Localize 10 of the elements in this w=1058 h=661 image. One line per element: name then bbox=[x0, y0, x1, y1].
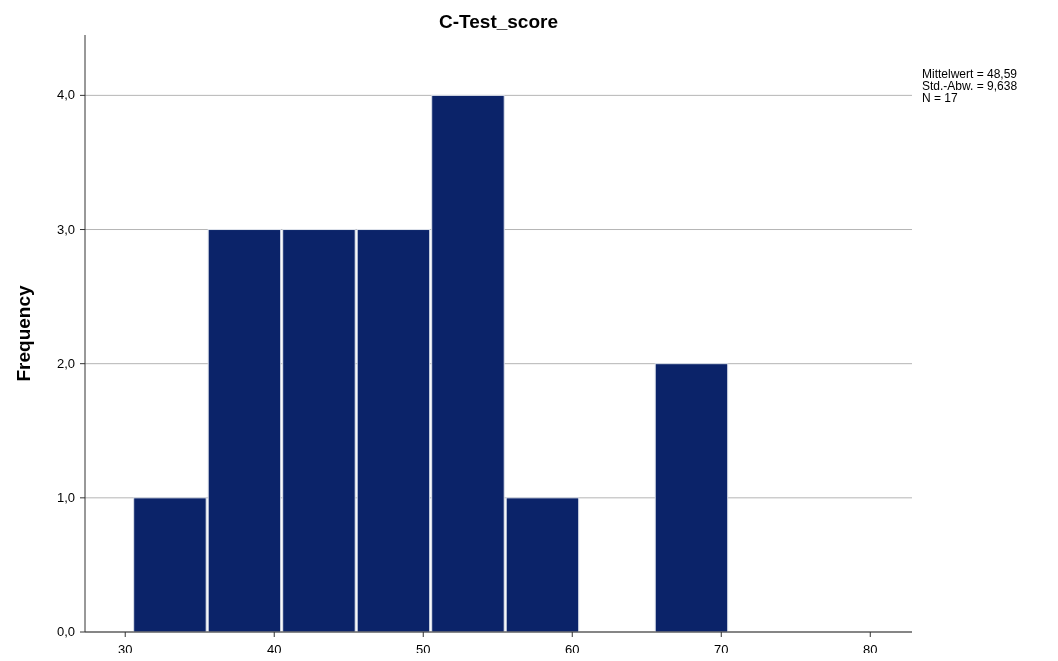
text: N = 17 bbox=[922, 91, 959, 105]
y-axis-title: Frequency bbox=[13, 285, 34, 382]
y-tick-label: 4,0 bbox=[56, 87, 75, 103]
y-tick-label: 0,0 bbox=[56, 624, 75, 639]
text: Mittelwert = 48,59 bbox=[922, 67, 1018, 81]
y-tick-label: 1,0 bbox=[56, 489, 75, 505]
y-tick-label: 3,0 bbox=[56, 221, 75, 237]
chart-title: C-Test_score bbox=[439, 11, 558, 32]
y-tick-label: 2,0 bbox=[56, 355, 75, 371]
text: Std.-Abw. = 9,638 bbox=[922, 79, 1018, 93]
